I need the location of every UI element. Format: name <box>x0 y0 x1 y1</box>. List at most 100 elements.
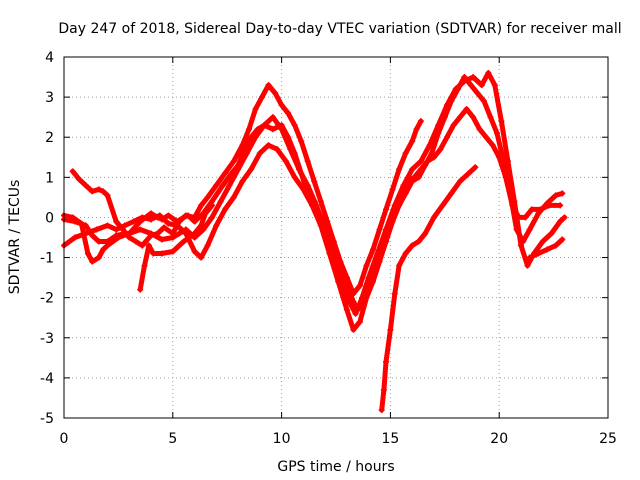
data-point <box>252 106 259 113</box>
y-tick-label: -1 <box>40 251 54 267</box>
data-point <box>198 254 205 261</box>
data-point <box>169 234 176 241</box>
data-point <box>559 236 566 243</box>
data-point <box>457 114 464 121</box>
data-point <box>544 200 551 207</box>
data-point <box>478 82 485 89</box>
data-point <box>148 210 155 217</box>
data-point <box>396 262 403 269</box>
data-point <box>100 246 107 253</box>
data-point <box>158 250 165 257</box>
data-point <box>369 278 376 285</box>
data-point <box>100 188 107 195</box>
x-tick-label: 10 <box>273 431 291 447</box>
data-point <box>428 150 435 157</box>
data-point <box>391 202 398 209</box>
data-point <box>448 190 455 197</box>
data-point <box>356 318 363 325</box>
data-point <box>235 166 242 173</box>
data-point <box>339 278 346 285</box>
data-point <box>217 198 224 205</box>
data-point <box>219 182 226 189</box>
data-point <box>89 188 96 195</box>
data-point <box>343 306 350 313</box>
data-point <box>150 250 157 257</box>
data-point <box>409 138 416 145</box>
data-point <box>422 230 429 237</box>
data-point <box>363 262 370 269</box>
data-point <box>359 294 366 301</box>
data-point <box>417 118 424 125</box>
y-tick-label: -4 <box>40 371 54 387</box>
series-line <box>70 82 424 297</box>
data-point <box>226 182 233 189</box>
data-point <box>313 202 320 209</box>
data-point <box>435 122 442 129</box>
data-point <box>248 166 255 173</box>
data-point <box>383 226 390 233</box>
data-point <box>491 82 498 89</box>
data-layer <box>61 70 568 413</box>
data-point <box>494 130 501 137</box>
data-point <box>552 242 559 249</box>
data-point <box>95 254 102 261</box>
y-tick-label: 1 <box>45 170 54 186</box>
data-point <box>148 230 155 237</box>
data-point <box>535 250 542 257</box>
x-tick-label: 0 <box>60 431 69 447</box>
data-point <box>528 206 535 213</box>
data-point <box>474 90 481 97</box>
y-tick-label: -2 <box>40 291 54 307</box>
data-point <box>485 70 492 77</box>
data-point <box>470 74 477 81</box>
data-point <box>245 126 252 133</box>
data-point <box>465 170 472 177</box>
data-point <box>115 234 122 241</box>
data-point <box>291 122 298 129</box>
data-point <box>95 238 102 245</box>
data-point <box>452 86 459 93</box>
data-point <box>498 118 505 125</box>
data-point <box>304 158 311 165</box>
data-point <box>443 134 450 141</box>
data-point <box>180 238 187 245</box>
data-point <box>265 142 272 149</box>
data-point <box>93 226 100 233</box>
data-point <box>287 146 294 153</box>
data-point <box>504 158 511 165</box>
y-tick-label: 0 <box>45 210 54 226</box>
plot-frame <box>63 56 609 419</box>
y-tick-label: -3 <box>40 331 54 347</box>
data-point <box>426 142 433 149</box>
data-point <box>269 114 276 121</box>
data-point <box>130 218 137 225</box>
data-point <box>182 212 189 219</box>
data-point <box>274 146 281 153</box>
data-point <box>156 212 163 219</box>
data-point <box>391 290 398 297</box>
data-point <box>252 134 259 141</box>
data-point <box>396 166 403 173</box>
data-point <box>346 298 353 305</box>
data-point <box>480 98 487 105</box>
data-point <box>285 110 292 117</box>
data-point <box>317 198 324 205</box>
y-tick-label: 3 <box>45 90 54 106</box>
data-point <box>182 226 189 233</box>
x-axis-label: GPS time / hours <box>277 459 394 475</box>
data-point <box>311 178 318 185</box>
data-point <box>467 82 474 89</box>
data-point <box>350 326 357 333</box>
data-point <box>470 114 477 121</box>
data-point <box>369 246 376 253</box>
data-point <box>95 186 102 193</box>
data-point <box>148 216 155 223</box>
data-point <box>165 220 172 227</box>
data-point <box>298 138 305 145</box>
chart-title: Day 247 of 2018, Sidereal Day-to-day VTE… <box>58 21 621 37</box>
data-point <box>82 182 89 189</box>
data-point <box>200 226 207 233</box>
series-line <box>379 164 478 413</box>
data-point <box>213 182 220 189</box>
data-point <box>350 290 357 297</box>
